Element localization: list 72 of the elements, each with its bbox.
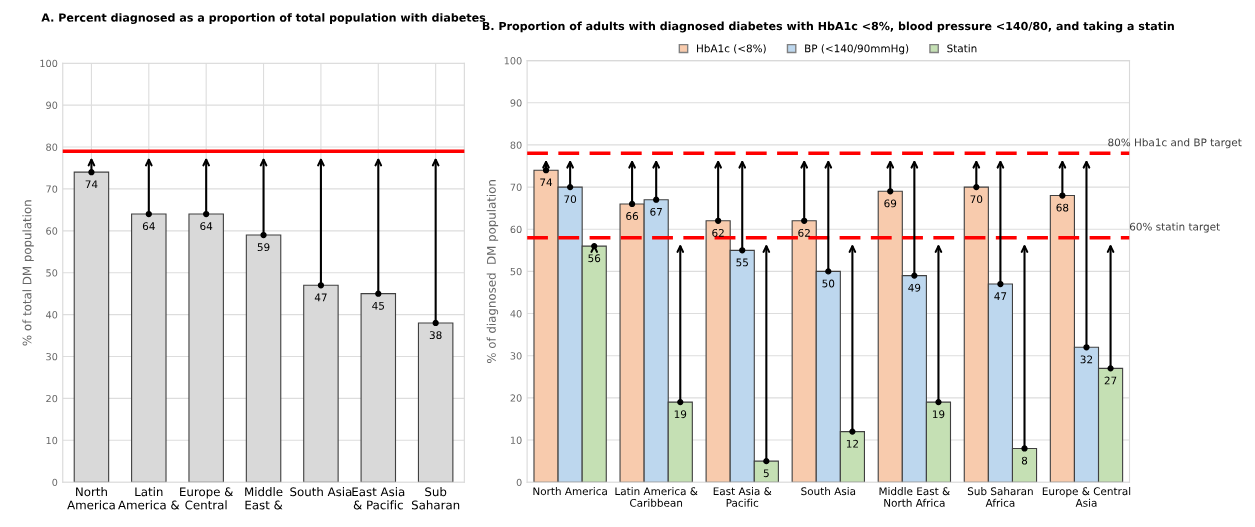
data-label: 12 [846, 439, 858, 448]
y-tick-label: 70 [46, 185, 58, 193]
x-tick-label: Sub Saharan [411, 487, 460, 510]
y-tick-label: 30 [510, 352, 522, 360]
x-tick-label: North America [533, 487, 607, 496]
x-tick-label: South Asia [801, 487, 856, 496]
y-tick-label: 70 [510, 183, 522, 191]
y-tick-label: 90 [510, 99, 522, 107]
x-tick-label: Latin America & Caribbean [615, 487, 698, 507]
data-label: 64 [142, 222, 155, 231]
y-tick-label: 0 [52, 478, 58, 487]
x-tick-label: East Asia & Pacific [352, 487, 405, 510]
y-tick-label: 20 [510, 394, 522, 402]
data-label: 8 [1021, 456, 1028, 465]
y-axis-title: % of diagnosed DM population [486, 180, 499, 364]
data-label: 64 [200, 222, 213, 231]
chart-title: B. Proportion of adults with diagnosed diabetes with HbA1c <8%, blood pressure <140/80, and taking a statin [482, 21, 1174, 33]
x-tick-label: Latin America & [118, 487, 180, 510]
x-tick-label: Sub Saharan Africa [967, 487, 1033, 507]
y-tick-label: 90 [46, 101, 58, 109]
data-label: 62 [712, 228, 724, 237]
data-label: 27 [1104, 376, 1117, 385]
data-label: 49 [908, 283, 921, 292]
legend-label: Statin [947, 44, 977, 53]
data-label: 45 [372, 301, 385, 310]
y-tick-label: 80 [510, 141, 522, 149]
y-tick-label: 50 [510, 267, 522, 276]
y-tick-label: 60 [510, 225, 522, 234]
x-tick-label: East Asia & Pacific [713, 487, 772, 507]
y-tick-label: 50 [46, 269, 58, 277]
x-tick-label: Middle East & North Africa [879, 487, 950, 507]
data-label: 74 [540, 178, 553, 187]
y-tick-label: 40 [45, 311, 58, 319]
data-label: 69 [884, 199, 897, 208]
data-label: 66 [626, 212, 639, 220]
data-label: 47 [314, 293, 327, 302]
x-tick-label: Europe & Central Asia [1042, 487, 1131, 507]
data-label: 19 [674, 410, 687, 419]
x-tick-label: North America [67, 487, 115, 510]
y-tick-label: 10 [46, 436, 58, 445]
legend-label: BP (<140/90mmHg) [805, 44, 909, 55]
ref-line-label: 60% statin target [1129, 222, 1220, 233]
data-label: 5 [763, 469, 769, 478]
data-label: 32 [1080, 355, 1093, 364]
y-tick-label: 100 [40, 59, 58, 68]
y-axis-title: % of total DM population [22, 200, 34, 346]
y-tick-label: 80 [46, 143, 58, 151]
data-label: 55 [736, 258, 748, 267]
y-tick-label: 10 [510, 436, 522, 444]
y-tick-label: 60 [46, 227, 58, 235]
y-tick-label: 100 [504, 57, 522, 65]
data-label: 67 [650, 207, 662, 216]
data-label: 70 [564, 195, 577, 204]
ref-line-label: 80% Hba1c and BP target [1108, 138, 1242, 149]
data-label: 47 [994, 292, 1007, 300]
data-label: 19 [932, 410, 945, 419]
x-tick-label: Middle East & [245, 487, 283, 510]
data-label: 56 [588, 254, 601, 263]
data-label: 70 [970, 195, 983, 204]
data-label: 62 [798, 228, 810, 237]
x-tick-label: Europe & Central [180, 487, 234, 510]
data-label: 74 [85, 180, 98, 189]
y-tick-label: 20 [46, 394, 58, 403]
y-tick-label: 40 [510, 310, 522, 318]
legend-label: HbA1c (<8%) [697, 44, 766, 54]
y-tick-label: 30 [46, 352, 58, 361]
data-label: 59 [257, 243, 270, 252]
data-label: 38 [429, 331, 442, 340]
data-label: 50 [822, 279, 835, 288]
x-tick-label: South Asia [290, 487, 352, 497]
data-label: 68 [1056, 203, 1069, 212]
y-tick-label: 0 [516, 478, 522, 487]
